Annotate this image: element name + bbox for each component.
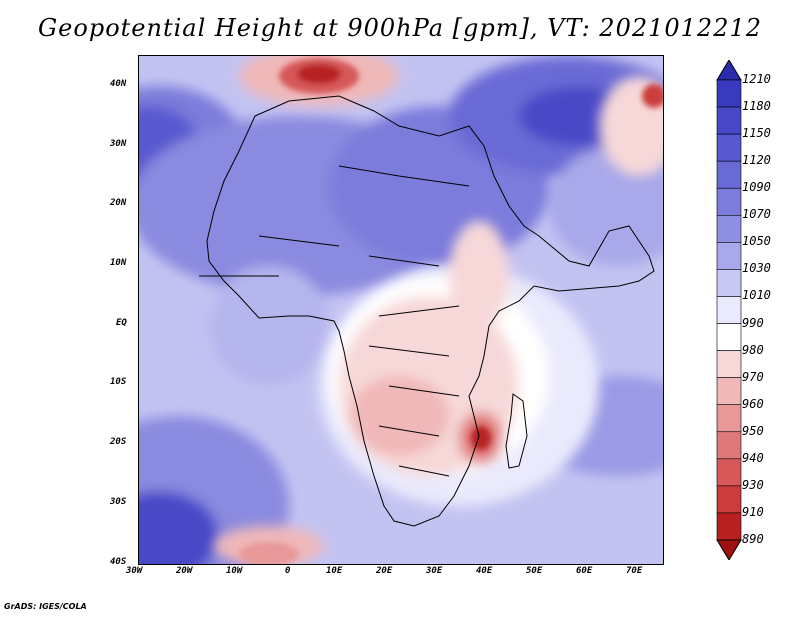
colorbar-label: 890: [742, 532, 764, 546]
colorbar-label: 1050: [742, 234, 771, 249]
colorbar-label: 1090: [742, 180, 771, 195]
colorbar-label: 1010: [742, 288, 771, 303]
colorbar-bin: [716, 404, 742, 433]
colorbar-bin: [716, 296, 742, 324]
lat-label-40s: 40S: [110, 557, 127, 567]
colorbar-label: 1030: [742, 261, 771, 276]
lon-label-10w: 10W: [226, 566, 243, 576]
colorbar-bin: [716, 431, 742, 460]
lon-label-60e: 60E: [576, 566, 593, 576]
colorbar-label: 1210: [742, 72, 771, 86]
lat-label-40n: 40N: [110, 79, 127, 89]
colorbar-label: 1070: [742, 207, 771, 222]
plot-title: Geopotential Height at 900hPa [gpm], VT:…: [38, 14, 762, 42]
lat-label-30s: 30S: [110, 497, 127, 507]
colorbar-arrow-top: [716, 60, 742, 81]
colorbar-label: 910: [742, 504, 764, 519]
lon-label-70e: 70E: [626, 566, 643, 576]
colorbar-label: 950: [742, 423, 764, 438]
colorbar-bin: [716, 106, 742, 135]
lon-label-30e: 30E: [426, 566, 443, 576]
colorbar-label: 1180: [742, 99, 771, 114]
lat-label-10n: 10N: [110, 258, 127, 268]
colorbar-label: 990: [742, 315, 764, 330]
colorbar-bin: [716, 187, 742, 216]
colorbar-label: 960: [742, 396, 764, 411]
colorbar-bin: [716, 485, 742, 514]
colorbar-label: 1120: [742, 153, 771, 168]
colorbar-bin: [716, 458, 742, 487]
lon-label-20e: 20E: [376, 566, 393, 576]
lon-label-10e: 10E: [326, 566, 343, 576]
lat-label-20s: 20S: [110, 437, 127, 447]
colorbar-bin: [716, 214, 742, 243]
lon-label-40e: 40E: [476, 566, 493, 576]
coastlines: [199, 95, 655, 527]
colorbar-label: 1150: [742, 126, 771, 141]
colorbar-bin: [716, 377, 742, 406]
colorbar-label: 970: [742, 369, 764, 384]
colorbar-bin: [716, 242, 742, 270]
lon-label-50e: 50E: [526, 566, 543, 576]
colorbar-bin: [716, 133, 742, 162]
colorbar-label: 930: [742, 477, 764, 492]
colorbar-bin: [716, 512, 742, 541]
credit-text: GrADS: IGES/COLA: [4, 602, 87, 611]
lon-label-20w: 20W: [176, 566, 193, 576]
colorbar-label: 940: [742, 450, 764, 465]
colorbar-bin: [716, 350, 742, 378]
lat-label-10s: 10S: [110, 377, 127, 387]
colorbar-label: 980: [742, 342, 764, 357]
lat-label-eq: EQ: [116, 318, 127, 328]
colorbar-bin: [716, 269, 742, 297]
lat-label-20n: 20N: [110, 198, 127, 208]
colorbar-bin: [716, 160, 742, 189]
colorbar-arrow-bottom: [716, 539, 742, 560]
lat-label-30n: 30N: [110, 139, 127, 149]
lon-label-0: 0: [285, 566, 291, 576]
map-panel: [138, 55, 664, 565]
lon-label-30w: 30W: [126, 566, 143, 576]
colorbar-bin: [716, 79, 742, 108]
geopotential-map: [139, 56, 663, 564]
colorbar-bin: [716, 323, 742, 351]
colorbar: [716, 60, 742, 560]
